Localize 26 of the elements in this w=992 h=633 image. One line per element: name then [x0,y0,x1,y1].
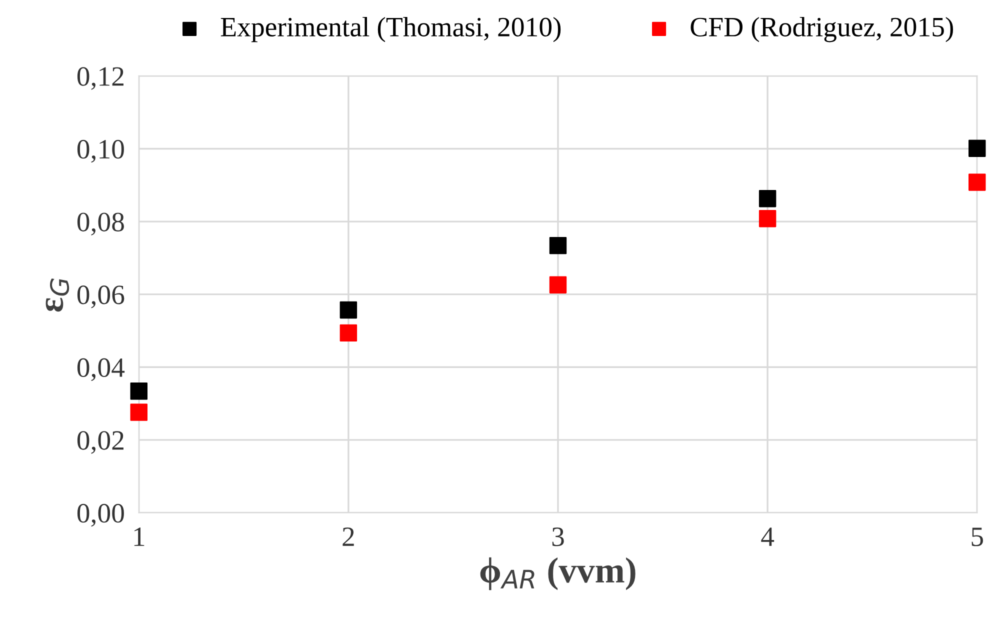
y-tick-label: 0,02 [77,431,124,454]
point [968,174,986,191]
y-tick-label: 0,04 [77,358,125,382]
x-axis-title: ϕ$_{AR}$ (vvm) [480,557,636,590]
point [758,210,776,228]
point [549,276,567,294]
point [340,301,358,319]
point [549,236,567,254]
y-tick-label: 0,06 [77,286,124,308]
y-axis-title: ε$_{G}$ [46,278,70,312]
x-tick-label: 3 [552,528,564,546]
x-tick-label: 2 [342,528,354,546]
y-tick-label: 0,08 [77,212,124,236]
y-tick-label: 0,12 [77,67,124,90]
x-tick-label: 1 [134,528,144,546]
x-tick-label: 5 [972,528,983,546]
x-tick-label: 4 [761,528,774,546]
legend-label: CFD (Rodriguez, 2015) [690,16,954,42]
point [130,382,148,400]
y-tick-label: 0,10 [77,140,124,163]
point [968,140,986,158]
point [340,324,358,342]
point [758,190,776,208]
point [130,404,148,421]
y-tick-label: 0,00 [77,504,124,527]
legend-label: Experimental (Thomasi, 2010) [220,16,561,42]
